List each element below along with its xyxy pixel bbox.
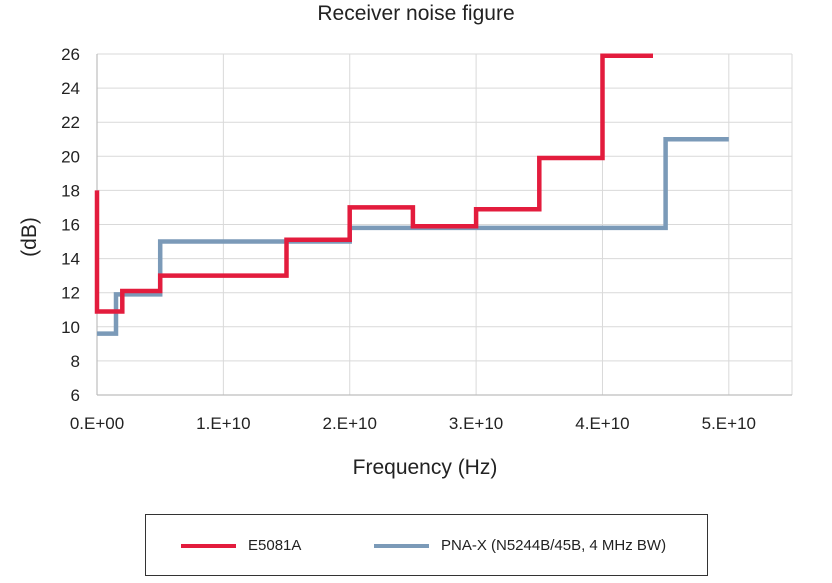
legend-label-pnax: PNA-X (N5244B/45B, 4 MHz BW) bbox=[441, 537, 667, 554]
tick-labels: 6 8 10 12 14 16 18 20 22 24 26 0.E+00 1.E+10 2.E+10 3.… bbox=[61, 45, 756, 433]
x-tick-label: 0.E+00 bbox=[70, 414, 124, 433]
y-tick-label: 12 bbox=[61, 284, 80, 303]
x-tick-label: 4.E+10 bbox=[575, 414, 629, 433]
legend-item-pnax: PNA-X (N5244B/45B, 4 MHz BW) bbox=[374, 537, 666, 554]
x-tick-label: 3.E+10 bbox=[449, 414, 503, 433]
legend: E5081A PNA-X (N5244B/45B, 4 MHz BW) bbox=[145, 514, 708, 576]
chart-title: Receiver noise figure bbox=[317, 2, 515, 25]
x-axis-label: Frequency (Hz) bbox=[353, 456, 498, 479]
legend-label-e5081a: E5081A bbox=[248, 537, 302, 554]
y-tick-label: 20 bbox=[61, 147, 80, 166]
y-tick-label: 22 bbox=[61, 113, 80, 132]
series-line-1 bbox=[97, 137, 729, 336]
y-tick-label: 24 bbox=[61, 79, 80, 98]
y-tick-label: 8 bbox=[71, 352, 80, 371]
y-tick-label: 16 bbox=[61, 216, 80, 235]
legend-item-e5081a: E5081A bbox=[181, 537, 301, 554]
x-tick-label: 5.E+10 bbox=[702, 414, 756, 433]
legend-swatch-pnax bbox=[374, 543, 429, 548]
y-tick-label: 18 bbox=[61, 181, 80, 200]
y-tick-label: 10 bbox=[61, 318, 80, 337]
series-line-0 bbox=[94, 53, 653, 314]
y-tick-label: 14 bbox=[61, 250, 80, 269]
x-tick-label: 1.E+10 bbox=[196, 414, 250, 433]
y-tick-label: 6 bbox=[71, 386, 80, 405]
series-lines bbox=[94, 53, 729, 336]
x-tick-label: 2.E+10 bbox=[323, 414, 377, 433]
y-tick-label: 26 bbox=[61, 45, 80, 64]
y-axis-label: (dB) bbox=[18, 217, 41, 257]
legend-swatch-e5081a bbox=[181, 543, 236, 548]
